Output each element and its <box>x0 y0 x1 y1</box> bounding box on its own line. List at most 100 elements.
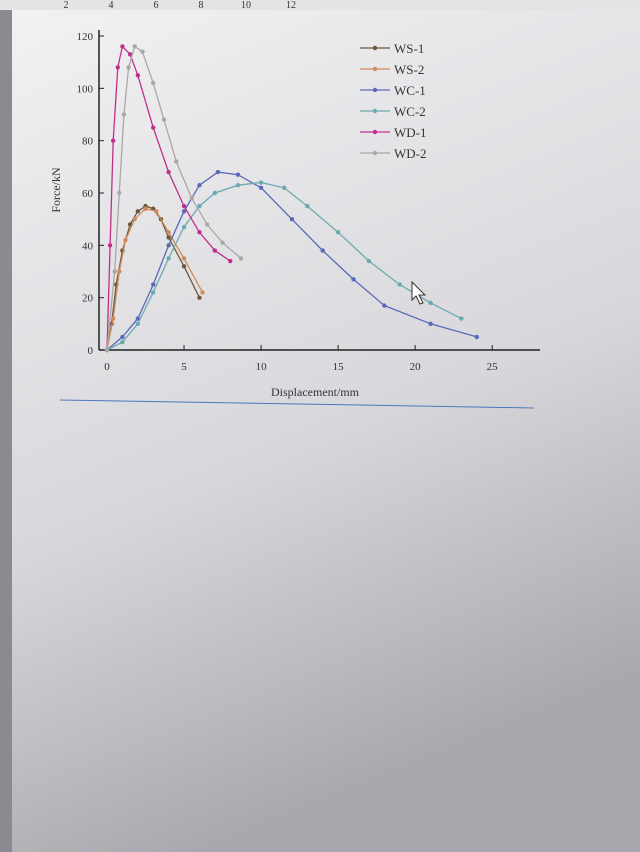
series-line <box>106 45 242 351</box>
y-tick-label: 40 <box>82 240 94 252</box>
data-point <box>166 243 171 248</box>
data-point <box>166 256 171 261</box>
data-point <box>335 230 341 235</box>
data-point <box>238 256 244 261</box>
x-tick-label: 5 <box>181 361 187 373</box>
y-tick-label: 60 <box>82 188 94 200</box>
legend-marker <box>372 108 378 114</box>
data-point <box>235 182 241 188</box>
legend-marker <box>372 129 378 135</box>
legend-label: WC-1 <box>394 83 426 98</box>
ruler-label: 2 <box>64 0 69 11</box>
data-point <box>117 269 122 274</box>
data-point <box>428 321 433 327</box>
data-point <box>200 290 205 295</box>
data-point <box>151 282 156 287</box>
data-point <box>181 264 187 269</box>
data-point <box>212 190 218 196</box>
data-point <box>166 169 171 175</box>
data-point <box>166 230 171 235</box>
ruler <box>0 0 640 10</box>
data-point <box>181 209 187 214</box>
data-point <box>104 347 110 353</box>
data-point <box>235 172 241 177</box>
data-point <box>220 240 225 245</box>
data-point <box>151 125 156 130</box>
x-tick-label: 15 <box>333 361 345 373</box>
x-tick-label: 20 <box>410 361 422 373</box>
mouse-cursor <box>411 280 427 305</box>
data-point <box>366 258 372 264</box>
data-point <box>135 316 141 321</box>
data-point <box>212 248 218 253</box>
legend-label: WS-1 <box>394 41 424 56</box>
ruler-label: 8 <box>199 0 204 11</box>
series-line <box>106 205 200 351</box>
data-point <box>110 138 116 143</box>
data-point <box>132 216 137 222</box>
data-point <box>189 196 194 201</box>
data-point <box>197 203 202 209</box>
data-point <box>151 290 156 295</box>
series-line <box>106 171 477 351</box>
data-point <box>397 282 402 287</box>
data-point <box>382 303 387 308</box>
data-point <box>289 216 295 222</box>
data-point <box>135 209 141 214</box>
data-point <box>140 49 145 54</box>
data-point <box>258 185 264 190</box>
data-point <box>228 258 233 264</box>
data-point <box>320 248 325 253</box>
data-point <box>123 237 128 243</box>
data-point <box>135 73 141 78</box>
data-point <box>174 159 179 164</box>
legend-label: WC-2 <box>394 104 426 119</box>
legend-label: WD-2 <box>394 146 427 161</box>
legend-marker <box>372 87 378 93</box>
data-point <box>459 316 464 321</box>
data-point <box>428 300 433 306</box>
data-point <box>474 334 479 340</box>
data-point <box>197 230 202 235</box>
y-tick-label: 80 <box>82 136 94 148</box>
data-point <box>258 180 264 185</box>
data-point <box>112 269 117 274</box>
y-tick-label: 20 <box>82 293 94 305</box>
data-point <box>143 206 148 211</box>
data-point <box>117 190 122 196</box>
data-point <box>181 224 187 230</box>
data-point <box>215 169 221 175</box>
data-point <box>166 235 171 240</box>
y-tick-label: 0 <box>88 345 94 357</box>
separator-line <box>59 399 535 409</box>
data-point <box>151 80 156 86</box>
legend-label: WS-2 <box>394 62 424 77</box>
chart: Displacement/mm Force/kN 0 5 10 15 20 25 0 20 40… <box>49 30 540 399</box>
y-tick-label: 120 <box>77 31 94 43</box>
data-point <box>281 185 287 190</box>
ruler-labels: 2 4 6 8 10 12 <box>64 0 297 11</box>
data-point <box>197 295 202 300</box>
x-axis-label: Displacement/mm <box>271 385 360 399</box>
series-line <box>106 207 204 351</box>
data-point <box>181 256 187 261</box>
data-point <box>126 65 131 70</box>
legend-label: WD-1 <box>394 125 427 140</box>
document-page <box>12 0 640 852</box>
data-point <box>115 65 120 70</box>
y-tick-label: 100 <box>77 83 94 95</box>
data-point <box>204 222 210 227</box>
x-tick-label: 0 <box>104 361 110 373</box>
data-point <box>305 203 310 209</box>
ruler-label: 6 <box>154 0 159 11</box>
data-point <box>127 52 133 57</box>
data-point <box>154 209 159 214</box>
data-point <box>121 112 127 117</box>
data-point <box>161 117 167 122</box>
data-point <box>351 277 356 282</box>
legend-marker <box>372 45 378 51</box>
y-axis-label: Force/kN <box>49 167 63 213</box>
ruler-label: 10 <box>241 0 251 11</box>
